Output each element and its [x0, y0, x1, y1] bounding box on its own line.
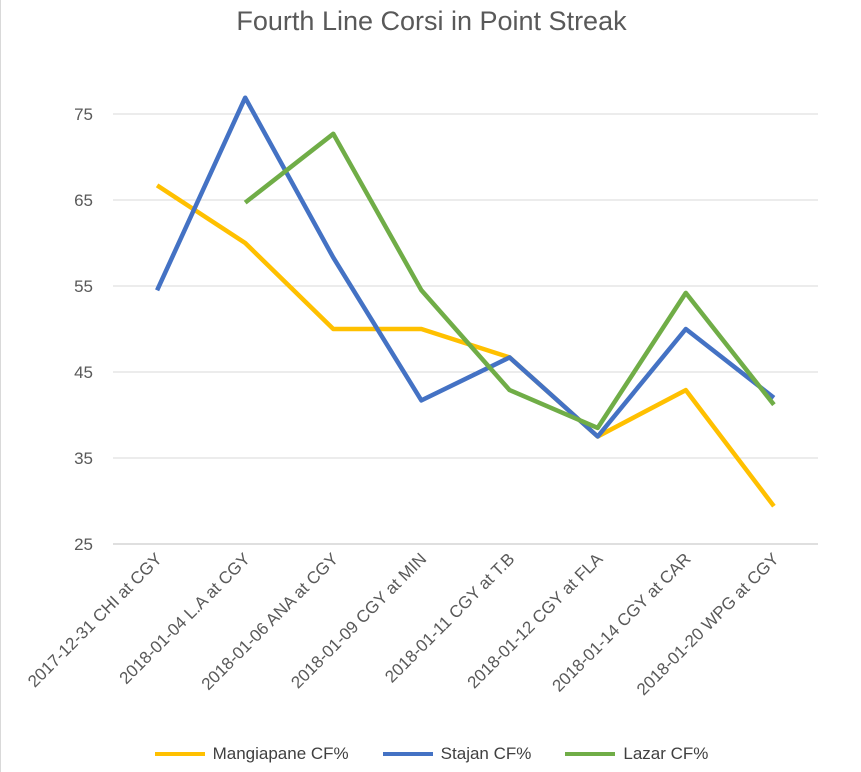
- gridlines: [113, 113, 818, 545]
- y-axis-tick-labels: 25 35 45 55 65 75: [74, 105, 93, 554]
- legend: Mangiapane CF% Stajan CF% Lazar CF%: [1, 744, 861, 764]
- y-tick-label: 45: [74, 363, 93, 382]
- legend-label: Lazar CF%: [623, 744, 709, 763]
- y-tick-label: 55: [74, 277, 93, 296]
- chart-title: Fourth Line Corsi in Point Streak: [236, 6, 627, 36]
- legend-swatch: [154, 752, 205, 756]
- y-tick-label: 35: [74, 449, 93, 468]
- legend-item: Stajan CF%: [382, 744, 532, 764]
- legend-label: Mangiapane CF%: [212, 744, 349, 763]
- legend-label: Stajan CF%: [440, 744, 532, 763]
- legend-swatch: [382, 752, 433, 756]
- y-tick-label: 65: [74, 191, 93, 210]
- y-tick-label: 75: [74, 105, 93, 124]
- legend-item: Lazar CF%: [565, 744, 708, 764]
- legend-swatch: [565, 752, 616, 756]
- series-line-2: [155, 95, 776, 439]
- y-tick-label: 25: [74, 535, 93, 554]
- series-line-3: [243, 131, 776, 431]
- legend-item: Mangiapane CF%: [154, 744, 349, 764]
- series-lines: [155, 95, 776, 508]
- x-tick-label: 2018-01-20 WPG at CGY: [633, 549, 783, 699]
